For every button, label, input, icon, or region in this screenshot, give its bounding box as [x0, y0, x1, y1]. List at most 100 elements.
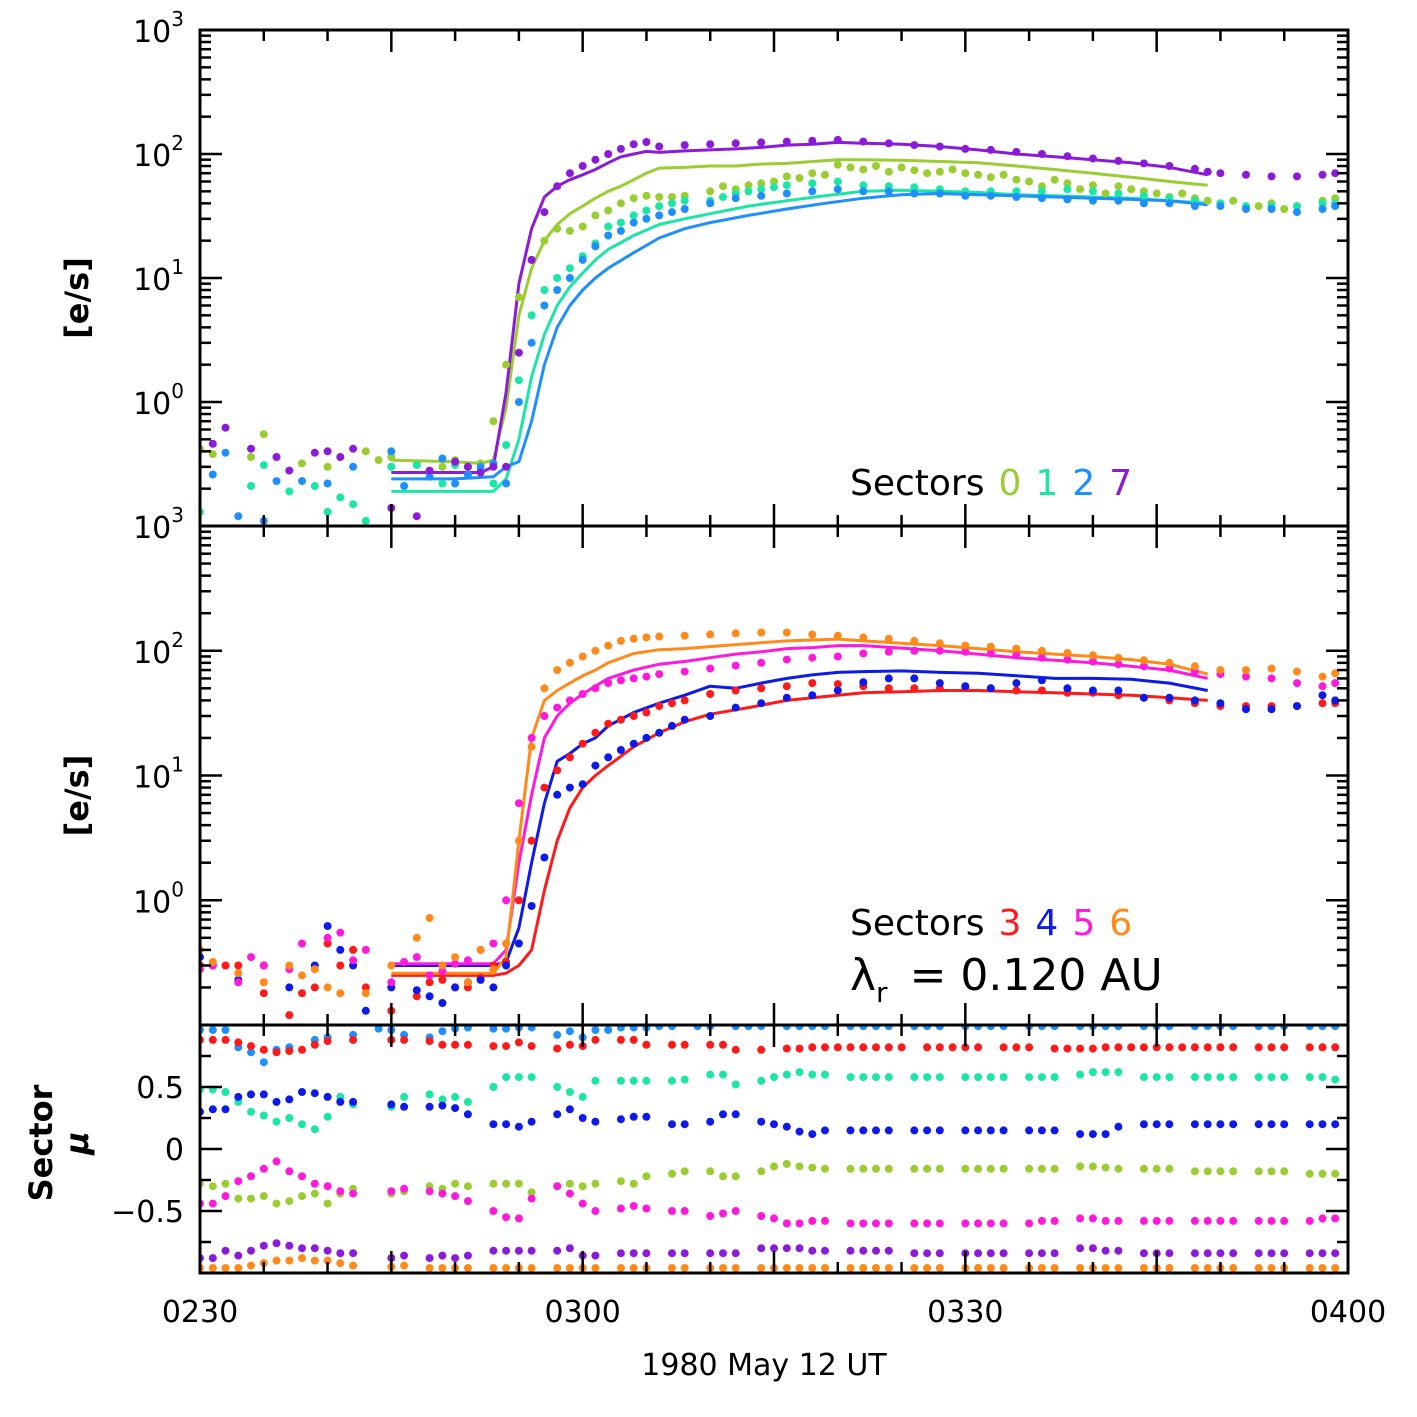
panel-1-data-point	[642, 191, 651, 200]
panel-1-data-point	[565, 274, 574, 282]
panel-1-data-point	[412, 512, 421, 521]
panel-3-data-point	[285, 1095, 294, 1104]
panel-2-data-point	[553, 790, 562, 799]
panel-3-data-point	[757, 1212, 766, 1220]
panel-3-data-point	[272, 1239, 281, 1248]
panel-1-data-point	[438, 479, 447, 488]
panel-3-data-point	[502, 1264, 511, 1272]
panel-1-data-point	[349, 462, 358, 471]
panel-1-data-point	[1037, 150, 1046, 158]
panel-1-data-point	[1076, 185, 1085, 194]
panel-3-data-point	[706, 1167, 715, 1176]
panel-3-data-point	[272, 1157, 281, 1166]
panel-1-data-point	[591, 155, 600, 164]
panel-3-data-point	[463, 1197, 472, 1206]
panel-3-data-point	[387, 1100, 396, 1109]
panel-3-data-point	[782, 1070, 791, 1079]
panel-1-data-point	[285, 466, 294, 475]
panel-1-data-point	[540, 301, 549, 310]
panel-1-data-point	[208, 439, 217, 448]
panel-2-data-point	[1037, 653, 1046, 662]
panel-3-data-point	[285, 1197, 294, 1206]
panel-3-data-point	[1037, 1216, 1046, 1225]
panel-2-data-point	[208, 958, 217, 966]
panel-3-data-point	[502, 1120, 511, 1129]
panel-1-data-point	[1178, 189, 1187, 198]
panel-3-data-point	[1076, 1264, 1085, 1272]
legend-entry: 3	[999, 903, 1022, 944]
panel-3-data-point	[1114, 1246, 1123, 1255]
y-tick-label: 100	[133, 379, 184, 422]
panel-2-data-point	[591, 684, 600, 693]
panel-3-data-point	[1063, 1044, 1072, 1053]
panel-3-data-point	[1216, 1043, 1225, 1052]
x-tick-label: 0330	[927, 1295, 1003, 1330]
panel-3-data-point	[1203, 1120, 1212, 1129]
panel-2-data-point	[285, 1011, 294, 1020]
panel-3-data-point	[247, 1261, 255, 1270]
panel-3-data-point	[923, 1264, 932, 1272]
panel-3-data-point	[234, 1177, 243, 1186]
panel-3-data-point	[221, 1105, 230, 1114]
panel-3-data-point	[846, 1246, 855, 1255]
panel-3-data-point	[795, 1044, 804, 1053]
panel-1-data-point	[986, 145, 995, 154]
panel-1-data-point	[668, 208, 676, 217]
panel-1-data-point	[872, 162, 880, 170]
panel-1-data-point	[1114, 156, 1123, 165]
panel-3-data-point	[451, 1192, 460, 1201]
panel-2-data-point	[604, 641, 613, 650]
panel-3-data-point	[961, 1164, 970, 1173]
panel-3-data-point	[616, 1076, 625, 1085]
panel-3-data-point	[1216, 1120, 1225, 1129]
panel-3-data-point	[310, 1040, 319, 1049]
panel-3-data-point	[272, 1117, 281, 1126]
panel-1-data-point	[565, 264, 574, 273]
panel-3-data-point	[1203, 1073, 1212, 1082]
panel-3-data-point	[1088, 1244, 1097, 1253]
panel-3-data-point	[1114, 1264, 1123, 1272]
panel-2-data-point	[642, 633, 651, 642]
panel-3-data-point	[349, 1249, 358, 1258]
panel-3-data-point	[884, 1219, 893, 1228]
panel-2-data-point	[502, 896, 511, 905]
panel-2-data-point	[680, 715, 689, 724]
panel-3-data-point	[323, 1182, 332, 1191]
panel-1-data-point	[757, 179, 766, 188]
panel-3-data-point	[298, 1254, 306, 1263]
panel-2-data-point	[616, 715, 625, 724]
panel-3-data-point	[1076, 1130, 1085, 1139]
panel-2-data-point	[961, 641, 970, 650]
panel-2-data-point	[514, 896, 523, 905]
panel-3-data-point	[591, 1179, 600, 1188]
panel-1-data-point	[387, 462, 396, 471]
panel-2-data-point	[438, 975, 447, 984]
panel-3-data-point	[489, 1179, 498, 1188]
panel-3-data-point	[285, 1241, 294, 1250]
panel-2-data-point	[604, 753, 613, 762]
panel-3-data-point	[719, 1249, 727, 1258]
panel-2-data-point	[884, 634, 893, 643]
panel-3-data-point	[425, 1102, 434, 1111]
panel-3-data-point	[961, 1073, 970, 1082]
panel-3-data-point	[565, 1105, 574, 1114]
panel-2-data-point	[540, 684, 549, 693]
panel-1-data-point	[859, 187, 868, 196]
panel-3-data-point	[463, 1097, 472, 1106]
panel-1-frame	[198, 28, 1350, 528]
panel-3-data-point	[1088, 1044, 1097, 1053]
panel-2-data-point	[298, 939, 306, 948]
panel-3-data-point	[974, 1264, 983, 1272]
panel-3-data-point	[719, 1172, 727, 1181]
panel-3-data-point	[604, 1026, 613, 1034]
panel-3-data-point	[616, 1249, 625, 1258]
panel-1-data-point	[208, 470, 217, 479]
legend-entry: 5	[1072, 903, 1095, 944]
panel-3-data-point	[323, 1112, 332, 1121]
panel-3-data-point	[923, 1164, 932, 1173]
panel-3-data-point	[680, 1167, 689, 1176]
panel-3-data-point	[859, 1164, 868, 1173]
panel-2-data-point	[425, 978, 434, 987]
panel-2-data-point	[1267, 674, 1276, 683]
panel-3-data-point	[757, 1244, 766, 1253]
